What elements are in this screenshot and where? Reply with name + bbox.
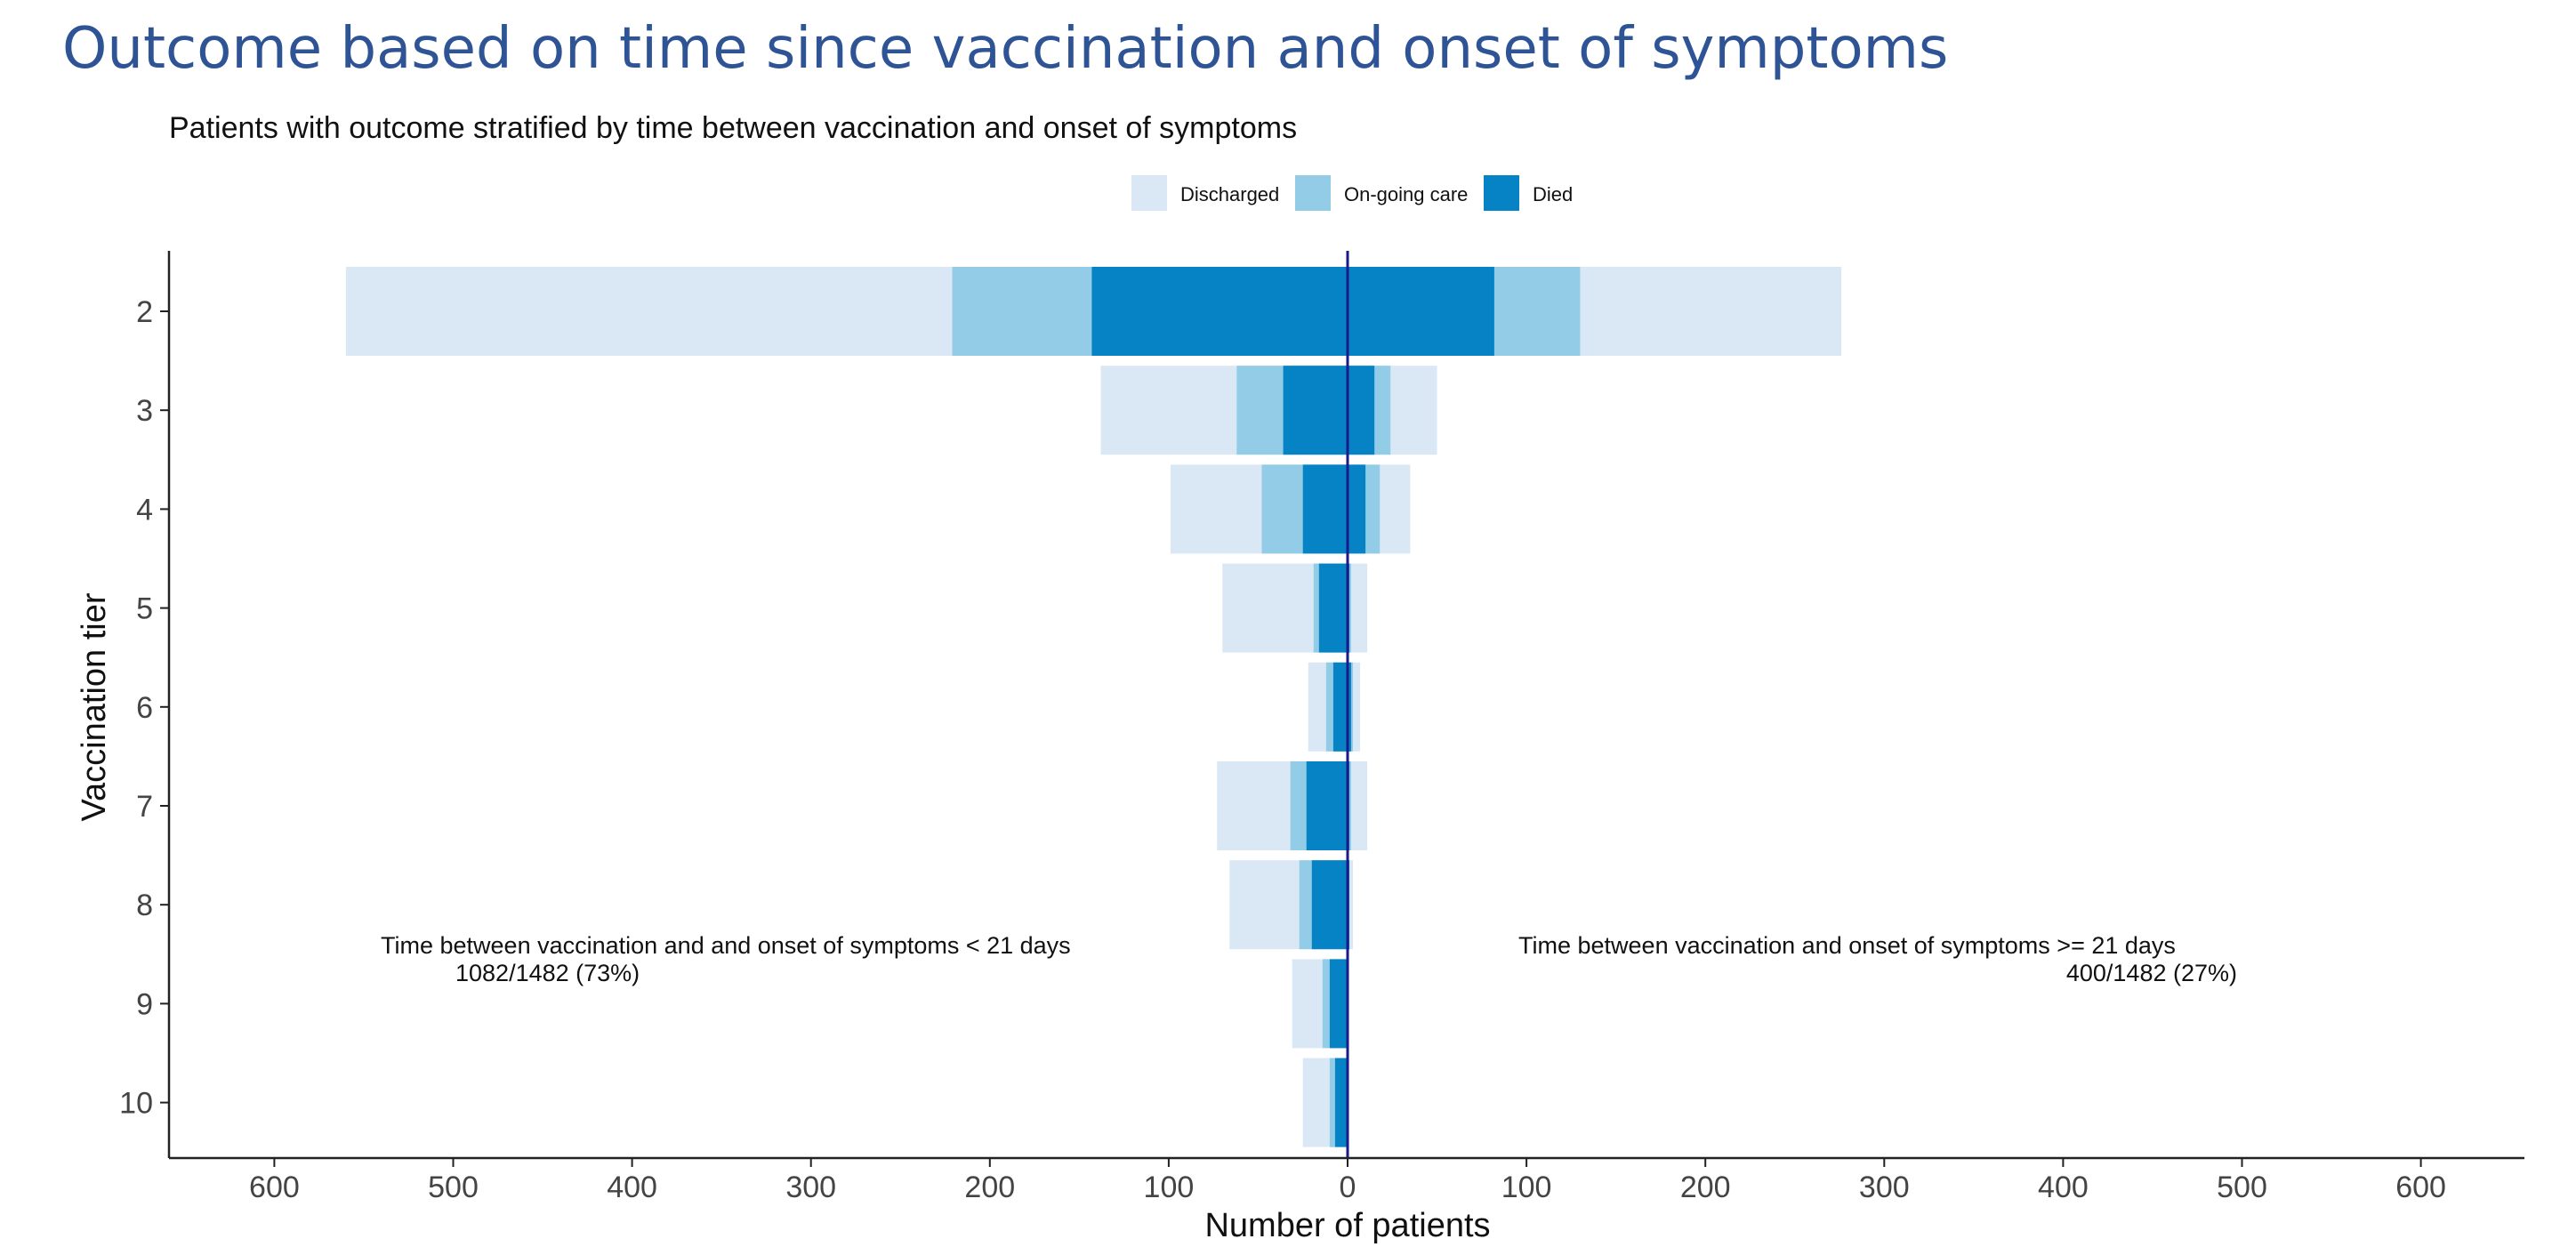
right-group-label: Time between vaccination and onset of sy… xyxy=(1518,932,2176,959)
legend-label-discharged: Discharged xyxy=(1180,183,1279,205)
bar-left-died-tier-6 xyxy=(1332,662,1348,752)
legend-swatch-died xyxy=(1484,175,1519,211)
y-tick-label: 6 xyxy=(136,691,153,725)
y-tick-label: 9 xyxy=(136,987,153,1021)
left-group-count: 1082/1482 (73%) xyxy=(455,960,640,986)
left-group-label: Time between vaccination and and onset o… xyxy=(381,932,1071,959)
y-tick-label: 8 xyxy=(136,889,153,922)
bar-left-died-tier-5 xyxy=(1318,563,1348,653)
bar-left-died-tier-4 xyxy=(1302,464,1348,554)
x-tick-label: 500 xyxy=(2217,1171,2267,1204)
axes-group: 600 500 400 300 200 100 0 100 200 300 400 500 600 2 3 4… xyxy=(119,251,2524,1204)
y-tick-label: 5 xyxy=(136,592,153,626)
bars-group xyxy=(345,267,1842,1147)
x-tick-label: 100 xyxy=(1501,1171,1552,1204)
x-tick-label: 400 xyxy=(2038,1171,2089,1204)
bar-left-died-tier-2 xyxy=(1091,267,1348,356)
bar-right-died-tier-4 xyxy=(1348,464,1366,554)
bar-left-died-tier-8 xyxy=(1311,860,1348,950)
y-axis-title: Vaccination tier xyxy=(76,592,113,821)
right-group-count: 400/1482 (27%) xyxy=(2066,960,2237,986)
y-tick-label: 4 xyxy=(136,493,153,527)
bar-right-discharged-tier-5 xyxy=(1348,563,1368,653)
x-tick-label: 600 xyxy=(249,1171,300,1204)
bar-left-died-tier-9 xyxy=(1329,959,1348,1049)
x-axis-title: Number of patients xyxy=(1204,1207,1490,1244)
chart-title: Patients with outcome stratified by time… xyxy=(169,111,1297,145)
bar-right-died-tier-2 xyxy=(1348,267,1494,356)
bar-right-discharged-tier-7 xyxy=(1348,761,1368,850)
legend-label-died: Died xyxy=(1533,183,1573,205)
x-tick-label: 500 xyxy=(428,1171,479,1204)
x-tick-label: 200 xyxy=(1680,1171,1731,1204)
legend: Discharged On-going care Died xyxy=(1131,175,1573,211)
bar-right-discharged-tier-8 xyxy=(1348,860,1354,950)
x-tick-label: 600 xyxy=(2395,1171,2446,1204)
legend-label-on-going-care: On-going care xyxy=(1344,183,1468,205)
bar-left-died-tier-7 xyxy=(1306,761,1348,850)
x-tick-label: 300 xyxy=(1859,1171,1910,1204)
y-tick-label: 3 xyxy=(136,394,153,428)
slide-title: Outcome based on time since vaccination … xyxy=(62,16,1949,82)
x-tick-label: 300 xyxy=(785,1171,836,1204)
y-tick-label: 7 xyxy=(136,790,153,824)
bar-left-died-tier-3 xyxy=(1283,366,1348,455)
y-tick-label: 2 xyxy=(136,295,153,329)
x-tick-label: 0 xyxy=(1340,1171,1356,1204)
legend-swatch-discharged xyxy=(1131,175,1167,211)
y-tick-label: 10 xyxy=(119,1087,153,1121)
x-tick-label: 100 xyxy=(1144,1171,1195,1204)
x-tick-label: 400 xyxy=(607,1171,657,1204)
bar-left-died-tier-10 xyxy=(1334,1058,1348,1147)
legend-swatch-on-going-care xyxy=(1295,175,1331,211)
bar-right-died-tier-3 xyxy=(1348,366,1375,455)
bar-right-died-tier-6 xyxy=(1348,662,1352,752)
x-tick-label: 200 xyxy=(964,1171,1015,1204)
